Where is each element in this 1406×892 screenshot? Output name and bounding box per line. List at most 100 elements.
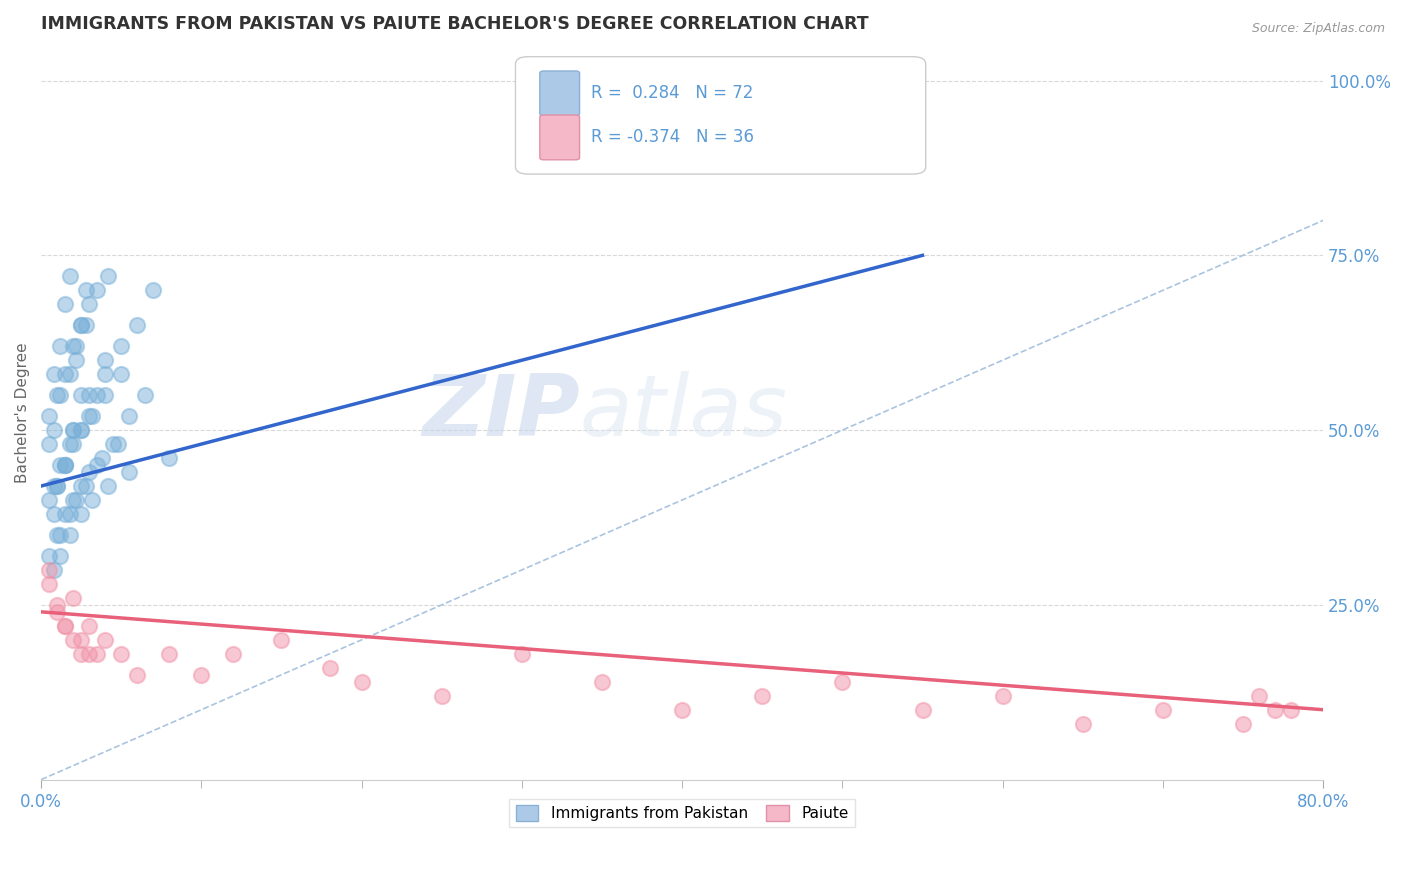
Point: [42, 423, 65, 437]
Point: [62, 493, 84, 508]
Point: [59, 528, 82, 542]
Y-axis label: Bachelor's Degree: Bachelor's Degree: [15, 343, 30, 483]
Point: [94, 353, 117, 368]
Point: [38, 549, 60, 563]
Point: [127, 667, 149, 681]
Point: [38, 437, 60, 451]
Text: IMMIGRANTS FROM PAKISTAN VS PAIUTE BACHELOR'S DEGREE CORRELATION CHART: IMMIGRANTS FROM PAKISTAN VS PAIUTE BACHE…: [41, 15, 869, 33]
Text: ZIP: ZIP: [422, 371, 579, 454]
Point: [91, 451, 114, 466]
Point: [77, 465, 100, 479]
Point: [86, 458, 108, 472]
Point: [42, 507, 65, 521]
Point: [62, 591, 84, 605]
Point: [94, 388, 117, 402]
Point: [62, 437, 84, 451]
Point: [62, 423, 84, 437]
Point: [49, 339, 72, 353]
Point: [62, 423, 84, 437]
Point: [62, 339, 84, 353]
Point: [77, 297, 100, 311]
Text: R =  0.284   N = 72: R = 0.284 N = 72: [591, 85, 754, 103]
Point: [157, 647, 180, 661]
FancyBboxPatch shape: [540, 115, 579, 160]
Point: [70, 423, 93, 437]
Legend: Immigrants from Pakistan, Paiute: Immigrants from Pakistan, Paiute: [509, 799, 855, 827]
Point: [46, 528, 69, 542]
Text: atlas: atlas: [579, 371, 787, 454]
Point: [1264, 703, 1286, 717]
Point: [46, 479, 69, 493]
Point: [53, 458, 76, 472]
Point: [70, 479, 93, 493]
Point: [59, 269, 82, 284]
Point: [53, 297, 76, 311]
Point: [65, 339, 87, 353]
Point: [53, 458, 76, 472]
Point: [110, 339, 132, 353]
Point: [70, 507, 93, 521]
Point: [86, 283, 108, 297]
Point: [53, 507, 76, 521]
Point: [591, 674, 613, 689]
Point: [77, 409, 100, 424]
Point: [49, 458, 72, 472]
Point: [1232, 716, 1254, 731]
Point: [49, 528, 72, 542]
Point: [103, 437, 125, 451]
Point: [157, 451, 180, 466]
Point: [86, 647, 108, 661]
Point: [1071, 716, 1094, 731]
Point: [46, 605, 69, 619]
Point: [134, 388, 156, 402]
Point: [94, 632, 117, 647]
Point: [46, 598, 69, 612]
Point: [82, 409, 104, 424]
Point: [49, 388, 72, 402]
Point: [38, 563, 60, 577]
Point: [127, 318, 149, 333]
Point: [42, 479, 65, 493]
FancyBboxPatch shape: [516, 57, 925, 174]
Point: [70, 632, 93, 647]
Point: [991, 689, 1014, 703]
Point: [70, 318, 93, 333]
Point: [70, 647, 93, 661]
Point: [75, 479, 97, 493]
Point: [1152, 703, 1174, 717]
Point: [118, 465, 141, 479]
Point: [350, 674, 373, 689]
Point: [97, 269, 120, 284]
Point: [77, 388, 100, 402]
Point: [110, 647, 132, 661]
Text: R = -0.374   N = 36: R = -0.374 N = 36: [591, 128, 754, 146]
Point: [59, 437, 82, 451]
Point: [1279, 703, 1302, 717]
Point: [62, 632, 84, 647]
Point: [38, 409, 60, 424]
Point: [46, 479, 69, 493]
Point: [53, 619, 76, 633]
Point: [70, 388, 93, 402]
Point: [77, 619, 100, 633]
Point: [70, 423, 93, 437]
Point: [1247, 689, 1270, 703]
Point: [911, 703, 934, 717]
Point: [94, 367, 117, 381]
Point: [65, 353, 87, 368]
Point: [222, 647, 245, 661]
Point: [510, 647, 533, 661]
Point: [110, 367, 132, 381]
Point: [42, 367, 65, 381]
Point: [86, 388, 108, 402]
Point: [38, 577, 60, 591]
Point: [53, 619, 76, 633]
Point: [77, 647, 100, 661]
Point: [70, 318, 93, 333]
Point: [97, 479, 120, 493]
Text: Source: ZipAtlas.com: Source: ZipAtlas.com: [1251, 22, 1385, 36]
Point: [46, 388, 69, 402]
Point: [751, 689, 773, 703]
Point: [75, 318, 97, 333]
Point: [118, 409, 141, 424]
